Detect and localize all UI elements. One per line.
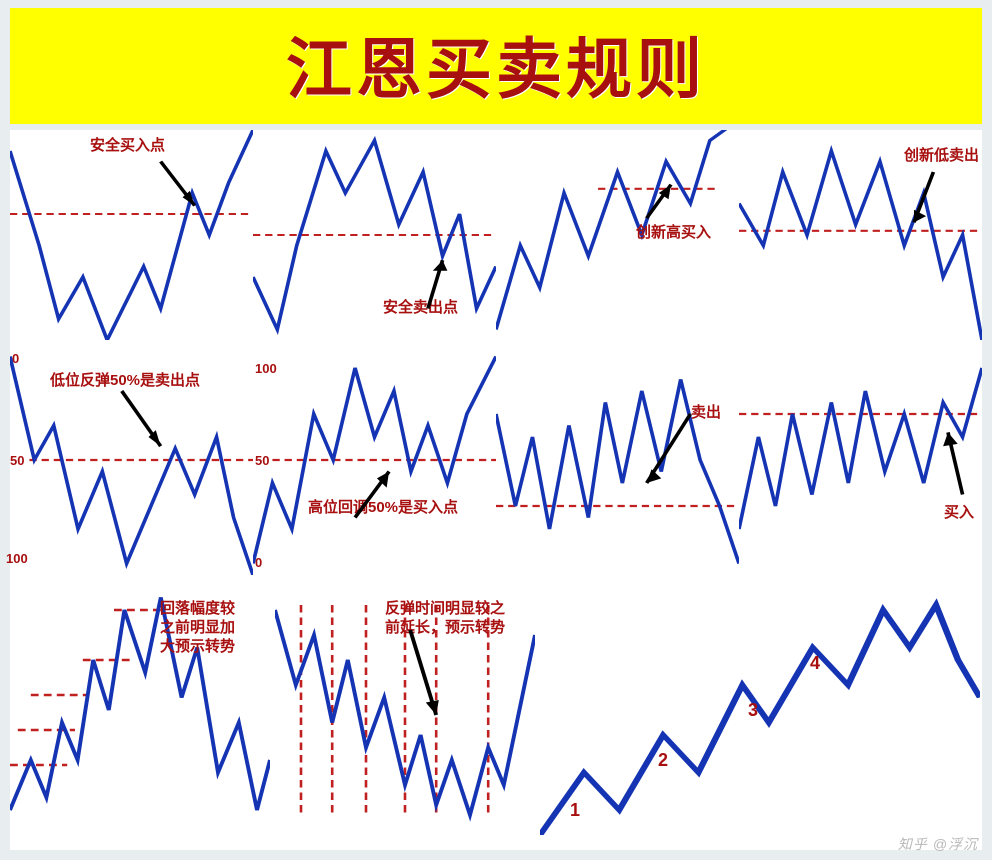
panel-6-label: 高位回调50%是买入点 (308, 500, 458, 517)
panel-4-label: 创新低卖出 (904, 148, 979, 165)
wave-2: 2 (658, 750, 668, 771)
panel-3-label: 创新高买入 (636, 225, 711, 242)
panel-8-label: 买入 (944, 505, 974, 522)
chart-grid: 安全买入点 安全卖出点 创新高买入 创新低卖出 (10, 130, 982, 850)
panel-2-label: 安全卖出点 (383, 300, 458, 317)
panel-8: 买入 (739, 345, 982, 575)
panel-1: 安全买入点 (10, 130, 253, 340)
wave-3: 3 (748, 700, 758, 721)
panel-9: 回落幅度较 之前明显加 大预示转势 (10, 585, 270, 835)
p5-axis-50: 50 (10, 453, 24, 468)
panel-5-label: 低位反弹50%是卖出点 (50, 373, 200, 390)
main-title: 江恩买卖规则 (10, 16, 982, 112)
panel-9-label: 回落幅度较 之前明显加 大预示转势 (160, 600, 235, 656)
panel-2: 安全卖出点 (253, 130, 496, 340)
panel-4: 创新低卖出 (739, 130, 982, 340)
p6-axis-50: 50 (255, 453, 269, 468)
panel-7-label: 卖出 (691, 405, 721, 422)
panel-3: 创新高买入 (496, 130, 739, 340)
panel-6: 100 50 0 高位回调50%是买入点 (253, 345, 496, 575)
title-banner: 江恩买卖规则 (10, 8, 982, 124)
panel-5: 0 50 100 低位反弹50%是卖出点 (10, 345, 253, 575)
p6-axis-100: 100 (255, 361, 277, 376)
p6-axis-0: 0 (255, 555, 262, 570)
watermark: 知乎 @浮沉 (898, 834, 978, 854)
p5-axis-100: 100 (6, 551, 28, 566)
panel-7: 卖出 (496, 345, 739, 575)
wave-4: 4 (810, 653, 820, 674)
p5-axis-0: 0 (12, 351, 19, 366)
wave-1: 1 (570, 800, 580, 821)
panel-10-label: 反弹时间明显较之 前延长，预示转势 (385, 600, 505, 638)
panel-1-label: 安全买入点 (90, 138, 165, 155)
panel-10: 反弹时间明显较之 前延长，预示转势 (275, 585, 535, 835)
panel-11: 1 2 3 4 (540, 585, 980, 835)
